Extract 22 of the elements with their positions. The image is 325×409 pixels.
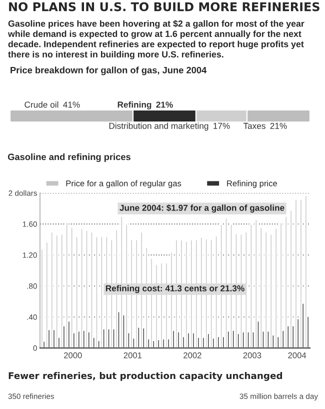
text: Gasoline prices have been hovering at $2 a gallon for most of the year while demand is expected to grow at 1.6 percent annually for the next decade. Independent refineries are expected to report huge profits yet there is no interest in building more U.S. refineries. xyxy=(8,20,304,60)
series-label: Taxes xyxy=(243,122,266,129)
series-label: Crude oil xyxy=(24,101,58,108)
text: NO PLANS IN U.S. TO BUILD MORE REFINERIES xyxy=(9,2,320,12)
x-tick-label: 2004 xyxy=(288,352,306,358)
series-label: Refining xyxy=(118,101,152,110)
data-label: 41% xyxy=(63,102,80,108)
x-tick-label: 2001 xyxy=(124,352,142,358)
legend-label: Refining price xyxy=(227,180,278,188)
x-tick-label: 2002 xyxy=(184,352,202,358)
data-label: 21% xyxy=(270,122,287,129)
text: Fewer refineries, but production capacity unchanged xyxy=(8,372,282,381)
annotation: Refining cost: 41.3 cents or 21.3% xyxy=(106,285,244,294)
annotation: June 2004: $1.97 for a gallon of gasoline xyxy=(120,204,284,213)
chart-title: Gasoline and refining prices xyxy=(8,153,130,162)
series-label: Distribution and marketing xyxy=(109,122,208,131)
chart-title: Price breakdown for gallon of gas, June 2004 xyxy=(10,66,207,76)
legend-label: Price for a gallon of regular gas xyxy=(66,180,182,188)
x-tick-label: 2000 xyxy=(64,352,82,358)
data-label: 21% xyxy=(156,102,173,108)
x-tick-label: 2003 xyxy=(243,352,262,358)
data-label: 17% xyxy=(214,122,230,129)
